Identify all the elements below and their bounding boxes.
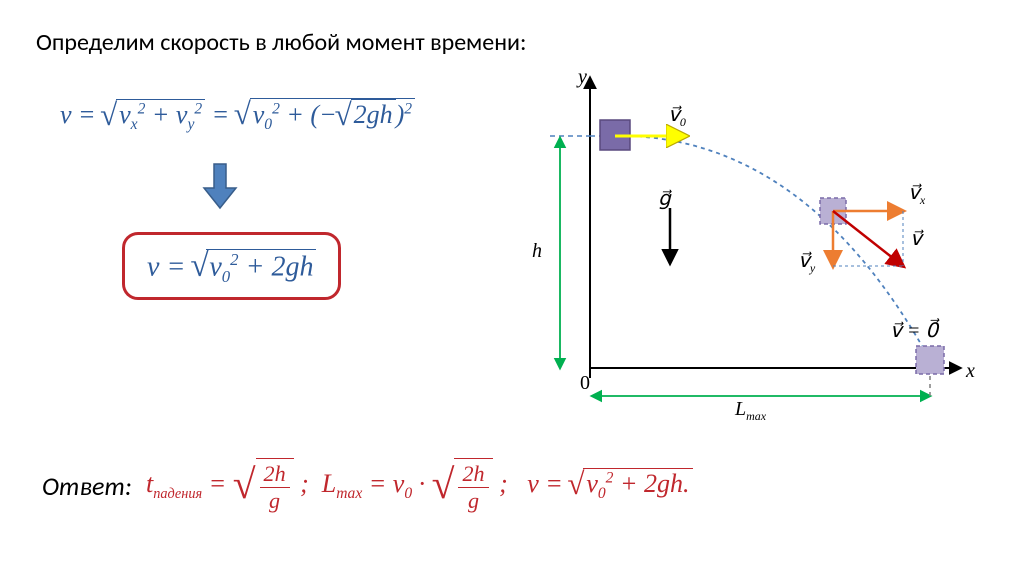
answer-label: Ответ: <box>42 470 132 502</box>
v-ans: v <box>527 469 539 498</box>
vx-sub: x <box>131 116 138 133</box>
vy-sub: y <box>187 116 194 133</box>
res-sqrt: v02 + 2gh <box>192 249 316 287</box>
v0-sym: v⃗ <box>668 104 680 126</box>
vy-sym: v⃗ <box>798 250 810 272</box>
sep1: ; <box>300 469 322 498</box>
vy-sup: 2 <box>194 100 202 117</box>
res-v0-sub: 0 <box>222 267 230 286</box>
v0-ans-sub: 0 <box>404 485 412 502</box>
inner-2gh: 2gh <box>351 99 396 130</box>
v-label: v⃗ <box>910 226 922 251</box>
h-label: h <box>532 240 542 263</box>
answer-row: Ответ: tпадения = √2hg ; Lmax = v0 · √2h… <box>42 458 693 514</box>
eq1: = <box>78 100 102 129</box>
vx: v <box>119 100 131 129</box>
eq2: = <box>212 100 236 129</box>
sqrt-2: v02 + (−2gh)2 <box>236 98 415 134</box>
eq-c: = <box>545 469 569 498</box>
projectile-diagram: y x 0 h Lmax g⃗ v⃗0 v⃗x v⃗y v⃗ v⃗ = 0⃗ <box>510 68 990 428</box>
v0a-sub: 0 <box>264 116 272 133</box>
inner-sqrt: 2gh <box>337 99 396 130</box>
paren-sup: 2 <box>404 100 412 117</box>
vx-sub-d: x <box>920 193 925 207</box>
L-sub: max <box>336 485 362 502</box>
plus1: + <box>152 100 176 129</box>
sqrt-1: vx2 + vy2 <box>102 99 205 134</box>
origin-label: 0 <box>580 372 590 395</box>
sqrt-v: v02 + 2gh. <box>569 468 692 503</box>
v0-ans: v <box>393 469 405 498</box>
den-g-2: g <box>464 488 483 514</box>
num-2h-1: 2h <box>260 461 290 488</box>
v-final-label: v⃗ = 0⃗ <box>890 318 938 343</box>
paren-close: ) <box>396 100 405 129</box>
res-eq: = <box>166 251 192 282</box>
answer-formula: tпадения = √2hg ; Lmax = v0 · √2hg ; v =… <box>146 458 693 514</box>
v0-label: v⃗0 <box>668 102 686 130</box>
paren-open: (− <box>310 100 336 129</box>
eq-a: = <box>209 469 233 498</box>
x-axis-label: x <box>966 360 975 383</box>
result-formula-box: v = v02 + 2gh <box>122 232 341 300</box>
vy-label: v⃗y <box>798 248 815 276</box>
page-title: Определим скорость в любой момент времен… <box>36 28 526 57</box>
sqrt-t: √2hg <box>233 458 294 514</box>
lmax-label: Lmax <box>735 398 766 424</box>
vfa: v <box>586 469 598 498</box>
v0a-sup: 2 <box>272 100 280 117</box>
num-2h-2: 2h <box>458 461 488 488</box>
projectile-end-box <box>916 346 944 374</box>
plus2: + <box>286 100 310 129</box>
v0-sub: 0 <box>680 115 686 129</box>
res-v: v <box>147 251 159 282</box>
res-2gh: + 2gh <box>246 251 314 282</box>
vfa-sup: 2 <box>606 469 614 486</box>
lmax-L: L <box>735 398 746 420</box>
t-sub: падения <box>153 486 202 502</box>
den-g-1: g <box>265 488 284 514</box>
dot: · <box>419 469 432 498</box>
vx-label: v⃗x <box>908 180 925 208</box>
g-label: g⃗ <box>658 186 671 211</box>
sqrt-L: √2hg <box>432 458 493 514</box>
vy: v <box>176 100 188 129</box>
lhs-v: v <box>60 100 72 129</box>
vx-sup: 2 <box>138 100 146 117</box>
vx-sym: v⃗ <box>908 182 920 204</box>
down-arrow-icon <box>200 160 240 210</box>
vy-sub-d: y <box>810 261 815 275</box>
res-v0-sup: 2 <box>230 250 238 269</box>
res-v0: v <box>209 251 221 282</box>
eq-b: = <box>369 469 393 498</box>
v0a: v <box>253 100 265 129</box>
lmax-sub: max <box>746 409 766 423</box>
vfa-sub: 0 <box>598 485 606 502</box>
L-sym: L <box>322 469 336 498</box>
velocity-derivation-formula: v = vx2 + vy2 = v02 + (−2gh)2 <box>60 98 415 134</box>
vf-2gh: + 2gh. <box>620 469 690 498</box>
y-axis-label: y <box>578 66 587 89</box>
trajectory-curve <box>630 136 930 360</box>
sep2: ; <box>499 469 527 498</box>
